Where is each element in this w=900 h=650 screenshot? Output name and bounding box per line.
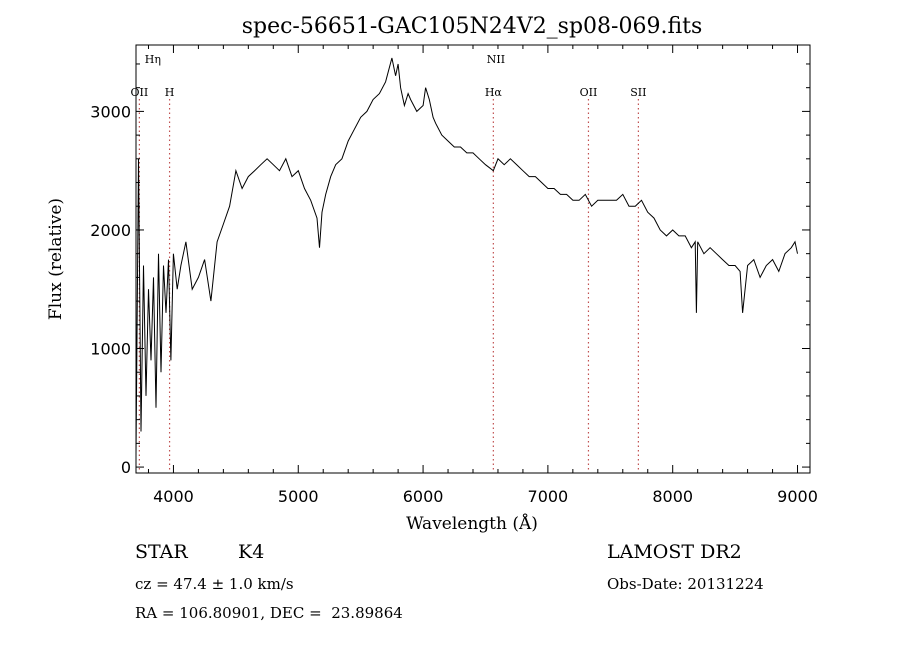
x-tick-label: 8000 — [652, 487, 693, 506]
redshift-text: cz = 47.4 ± 1.0 km/s — [135, 575, 294, 593]
line-marker-label: SII — [630, 86, 646, 99]
survey-name: LAMOST DR2 — [607, 541, 742, 563]
y-tick-label: 3000 — [90, 102, 131, 121]
y-axis-label: Flux (relative) — [46, 198, 66, 320]
x-tick-label: 7000 — [528, 487, 569, 506]
y-tick-label: 0 — [121, 458, 131, 477]
line-marker-label: OII — [131, 86, 149, 99]
y-tick-label: 1000 — [90, 340, 131, 359]
spectrum-line — [135, 57, 798, 456]
x-axis-label: Wavelength (Å) — [406, 513, 538, 534]
coordinates: RA = 106.80901, DEC = 23.89864 — [135, 604, 403, 622]
line-marker-label: H — [165, 86, 175, 99]
x-tick-label: 4000 — [153, 487, 194, 506]
line-marker-label: Hη — [145, 53, 161, 66]
x-tick-label: 9000 — [777, 487, 818, 506]
object-class: STAR — [135, 541, 188, 563]
line-marker-label: Hα — [485, 86, 503, 99]
line-marker-label: OII — [580, 86, 598, 99]
plot-frame — [135, 44, 811, 474]
x-tick-label: 6000 — [403, 487, 444, 506]
subclass: K4 — [238, 541, 265, 563]
y-axis-ticks: 0 1000 2000 3000 — [90, 63, 810, 477]
chart-title: spec-56651-GAC105N24V2_sp08-069.fits — [242, 14, 703, 39]
line-marker-label: NII — [487, 53, 505, 66]
y-tick-label: 2000 — [90, 221, 131, 240]
spectrum-series — [135, 57, 798, 456]
emission-line-markers: Hη OII H NII Hα OII SII — [131, 53, 646, 473]
x-axis-ticks: 4000 5000 6000 7000 8000 9000 — [147, 45, 818, 506]
obs-date: Obs-Date: 20131224 — [607, 575, 764, 593]
x-tick-label: 5000 — [278, 487, 319, 506]
